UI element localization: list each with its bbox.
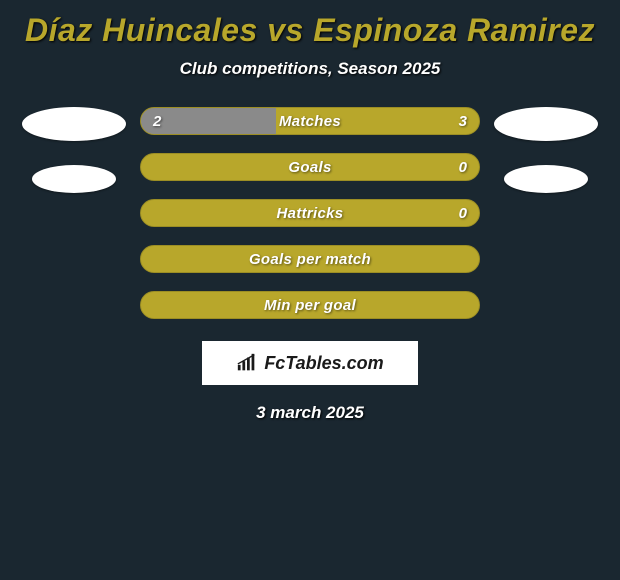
- stat-bar: 0Hattricks: [140, 199, 480, 227]
- right-avatar-column: [494, 107, 598, 193]
- bar-chart-icon: [236, 353, 258, 373]
- stat-label: Matches: [141, 108, 479, 134]
- left-team-badge: [32, 165, 116, 193]
- stat-label: Min per goal: [141, 292, 479, 318]
- stat-bar: 23Matches: [140, 107, 480, 135]
- left-player-avatar: [22, 107, 126, 141]
- stats-area: 23Matches 0Goals 0Hattricks Goals per match…: [0, 107, 620, 319]
- right-team-badge: [504, 165, 588, 193]
- stat-bars: 23Matches 0Goals 0Hattricks Goals per match…: [140, 107, 480, 319]
- stat-bar: Min per goal: [140, 291, 480, 319]
- stat-label: Hattricks: [141, 200, 479, 226]
- date-stamp: 3 march 2025: [0, 403, 620, 423]
- left-avatar-column: [22, 107, 126, 193]
- source-logo: FcTables.com: [202, 341, 418, 385]
- stat-label: Goals per match: [141, 246, 479, 272]
- stat-bar: Goals per match: [140, 245, 480, 273]
- stat-label: Goals: [141, 154, 479, 180]
- comparison-card: Díaz Huincales vs Espinoza Ramirez Club …: [0, 0, 620, 423]
- right-player-avatar: [494, 107, 598, 141]
- page-title: Díaz Huincales vs Espinoza Ramirez: [0, 8, 620, 59]
- logo-text: FcTables.com: [264, 353, 383, 374]
- stat-bar: 0Goals: [140, 153, 480, 181]
- subtitle: Club competitions, Season 2025: [0, 59, 620, 79]
